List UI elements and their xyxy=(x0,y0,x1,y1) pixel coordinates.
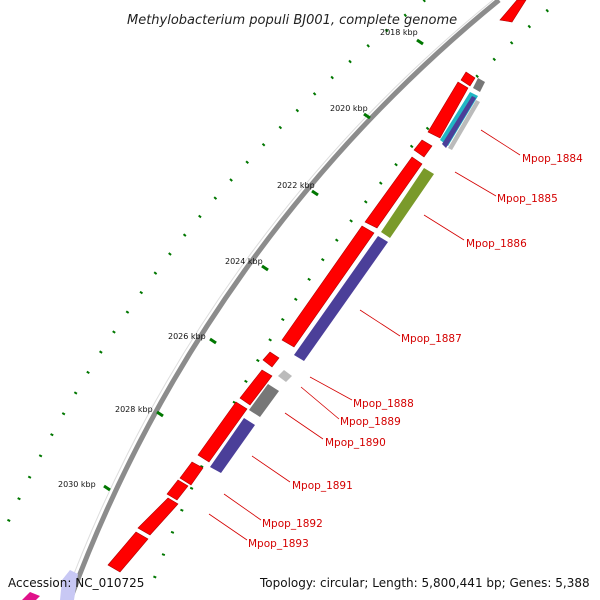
connector-1886 xyxy=(423,214,465,241)
gene-label-1889[interactable]: Mpop_1889 xyxy=(340,416,401,428)
feature-olive-1886 xyxy=(381,168,434,238)
genome-backbone xyxy=(67,0,501,600)
feature-gray-1884 xyxy=(473,78,485,92)
tick-label-2018: 2018 kbp xyxy=(380,28,418,37)
connector-1891 xyxy=(251,455,291,483)
feature-gray-1890 xyxy=(249,384,279,417)
gene-label-1887[interactable]: Mpop_1887 xyxy=(401,333,462,345)
cds-arrow-top xyxy=(499,0,527,23)
connector-1885 xyxy=(454,171,497,197)
connector-1884 xyxy=(480,129,521,156)
tick-label-2030: 2030 kbp xyxy=(58,480,96,489)
major-tick-2020 xyxy=(363,112,371,120)
gene-label-1885[interactable]: Mpop_1885 xyxy=(497,193,558,205)
major-tick-2028 xyxy=(156,410,164,418)
cds-arrow-1891 xyxy=(179,461,204,486)
tick-labels: 2018 kbp 2020 kbp 2022 kbp 2024 kbp 2026… xyxy=(58,28,418,489)
gene-label-1892[interactable]: Mpop_1892 xyxy=(262,518,323,530)
major-tick-2030 xyxy=(103,484,111,492)
feature-lavender-bottom xyxy=(60,570,78,600)
cds-arrow-1893 xyxy=(137,497,179,536)
label-connectors xyxy=(208,129,521,541)
tick-label-2020: 2020 kbp xyxy=(330,104,368,113)
gene-label-1891[interactable]: Mpop_1891 xyxy=(292,480,353,492)
inner-tick-ring xyxy=(148,8,549,591)
cds-arrow-1889 xyxy=(239,369,273,406)
major-tick-2022 xyxy=(311,189,319,197)
gene-label-1890[interactable]: Mpop_1890 xyxy=(325,437,386,449)
accession-text: Accession: NC_010725 xyxy=(8,576,144,590)
connector-1889 xyxy=(300,386,340,420)
cds-arrow-1884a xyxy=(460,71,476,87)
tick-label-2024: 2024 kbp xyxy=(225,257,263,266)
major-tick-2026 xyxy=(209,337,217,345)
cds-arrow-1890 xyxy=(197,401,248,463)
major-ticks xyxy=(103,38,424,492)
cds-arrow-1888 xyxy=(262,351,280,368)
summary-text: Topology: circular; Length: 5,800,441 bp… xyxy=(259,576,590,590)
forward-cds-track xyxy=(107,0,527,573)
gene-label-1884[interactable]: Mpop_1884 xyxy=(522,153,583,165)
cds-arrow-1892 xyxy=(166,479,189,501)
feature-purple-1887 xyxy=(294,236,388,361)
cds-arrow-1886 xyxy=(364,156,423,229)
feature-light-1889 xyxy=(278,370,292,382)
genome-backbone-inner xyxy=(63,0,494,600)
connector-1887 xyxy=(359,309,401,337)
tick-label-2022: 2022 kbp xyxy=(277,181,315,190)
feature-purple-1884 xyxy=(442,96,476,148)
feature-light-1885 xyxy=(448,100,480,150)
connector-1888 xyxy=(309,376,353,401)
feature-purple-1891 xyxy=(210,418,255,473)
gene-label-1888[interactable]: Mpop_1888 xyxy=(353,398,414,410)
major-tick-2018 xyxy=(416,38,424,46)
cds-arrow-bottom xyxy=(107,531,149,573)
connector-1893 xyxy=(208,513,248,541)
cds-arrow-1887 xyxy=(281,225,375,348)
gene-label-1886[interactable]: Mpop_1886 xyxy=(466,238,527,250)
gene-labels: Mpop_1884 Mpop_1885 Mpop_1886 Mpop_1887 … xyxy=(248,153,583,550)
feature-magenta-bottom xyxy=(22,592,40,600)
feature-track xyxy=(210,78,485,473)
cds-arrow-1884b xyxy=(427,81,469,139)
gene-label-1893[interactable]: Mpop_1893 xyxy=(248,538,309,550)
map-title: Methylobacterium populi BJ001, complete … xyxy=(127,13,457,28)
tick-label-2026: 2026 kbp xyxy=(168,332,206,341)
connector-1892 xyxy=(223,493,262,521)
connector-1890 xyxy=(284,412,324,440)
tick-label-2028: 2028 kbp xyxy=(115,405,153,414)
cds-arrow-1885 xyxy=(413,139,433,158)
major-tick-2024 xyxy=(261,264,269,272)
